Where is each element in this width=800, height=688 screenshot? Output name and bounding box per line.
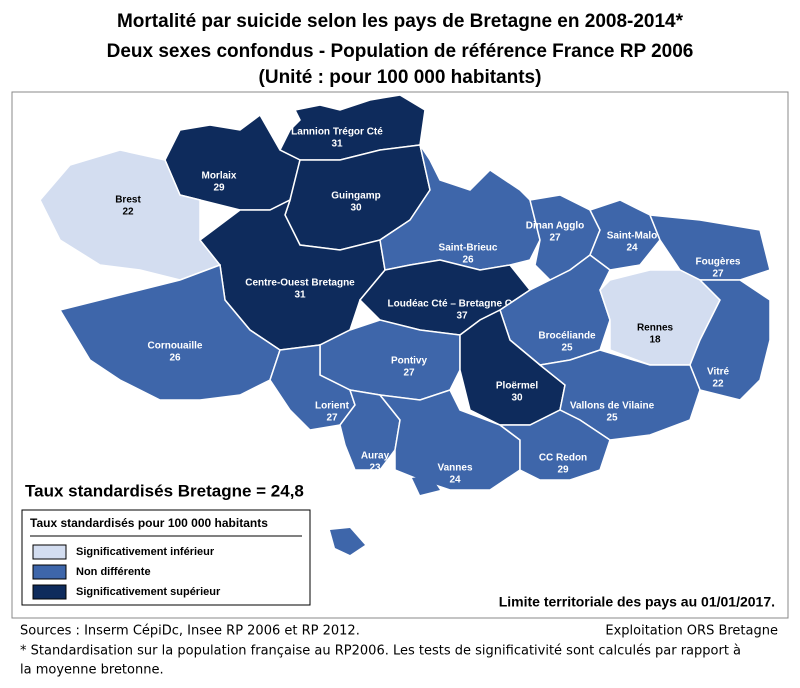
title-line: Mortalité par suicide selon les pays de … [117,11,684,32]
region-name: Dinan Agglo [526,221,585,232]
legend-label: Significativement inférieur [76,546,215,558]
region [588,199,661,271]
region-name: Vallons de Vilaine [570,401,655,412]
region-value: 27 [403,368,415,379]
region [689,279,771,401]
legend-label: Significativement supérieur [76,586,221,598]
region-value: 23 [369,463,381,474]
region-value: 22 [712,379,724,390]
region-value: 18 [649,335,661,346]
region-value: 29 [557,465,569,476]
region-name: Ploërmel [496,381,538,392]
legend-swatch [32,584,67,600]
region-name: Brocéliande [538,331,596,342]
region-name: Lorient [315,401,350,412]
region-name: Guingamp [331,191,380,202]
region-value: 22 [122,207,134,218]
legend-label: Non différente [76,566,151,578]
region [378,389,521,491]
title-line: Deux sexes confondus - Population de réf… [107,41,694,62]
region [497,409,611,481]
region-value: 29 [213,183,225,194]
region-name: Centre-Ouest Bretagne [245,278,355,289]
region-name: Saint-Malo [607,231,658,242]
legend: Significativement inférieur Non différent… [32,544,221,600]
island [412,475,440,495]
region-name: Auray [361,451,390,462]
region-value: 30 [350,203,362,214]
region-value: 31 [294,290,306,301]
region-name: Saint-Brieuc [439,243,498,254]
map: Lannion Trégor Cté31Morlaix29Guingamp30B… [39,94,771,491]
summary: Taux standardisés Bretagne = 24,8 [25,481,304,500]
region-value: 26 [462,255,474,266]
region-name: Cornouaille [147,341,202,352]
region-name: Pontivy [391,356,428,367]
region-value: 30 [511,393,523,404]
legend-title: Taux standardisés pour 100 000 habitants [30,516,268,530]
region-value: 25 [561,343,573,354]
legend-box [21,509,311,606]
limit-note: Limite territoriale des pays au 01/01/20… [499,594,775,610]
region-value: 27 [712,269,724,280]
region-name: Vannes [437,463,472,474]
region-name: Loudéac Cté – Bretagne Centre [388,299,537,310]
region-name: Lannion Trégor Cté [291,127,383,138]
region-value: 27 [326,413,338,424]
note: la moyenne bretonne. [20,663,164,678]
region-value: 26 [169,353,181,364]
region-value: 25 [606,413,618,424]
region-value: 24 [449,475,461,486]
region-name: Rennes [637,323,674,334]
island [330,528,365,555]
region-name: Morlaix [201,171,236,182]
legend-swatch [32,564,67,580]
note: * Standardisation sur la population fran… [20,644,741,659]
credit: Exploitation ORS Bretagne [605,624,778,639]
region [379,144,541,271]
region-name: Brest [115,195,141,206]
region-name: Fougères [695,257,740,268]
region-value: 27 [549,233,561,244]
region-name: Vitré [707,367,729,378]
title-line: (Unité : pour 100 000 habitants) [259,67,542,88]
region-value: 31 [331,139,343,150]
legend-swatch [32,544,67,560]
sources: Sources : Inserm CépiDc, Insee RP 2006 e… [20,624,360,639]
region-value: 24 [626,243,638,254]
region-value: 37 [456,311,468,322]
region-name: CC Redon [539,453,587,464]
